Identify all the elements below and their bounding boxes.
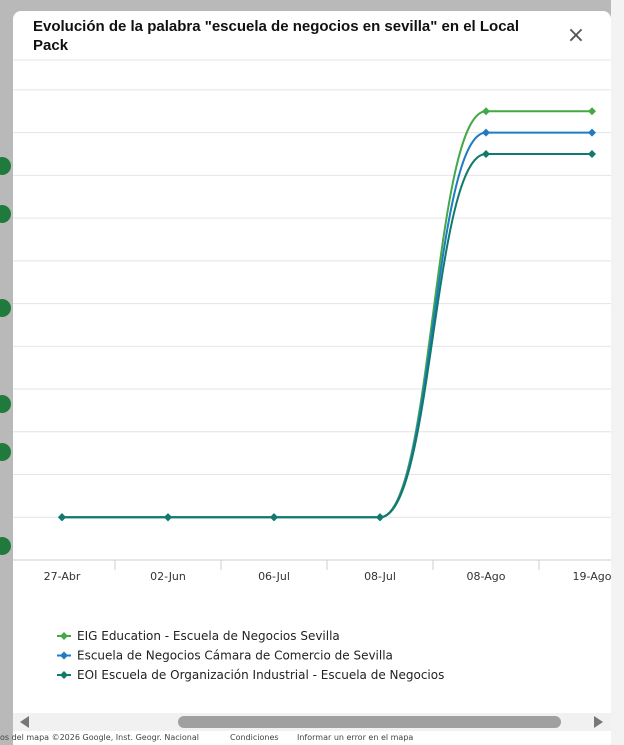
point [164, 513, 172, 522]
side-panel [611, 0, 624, 745]
point [482, 128, 490, 137]
scroll-right[interactable] [594, 716, 603, 728]
x-tick-label: 08-Ago [467, 570, 506, 583]
point [588, 150, 596, 159]
close-button[interactable]: × [567, 23, 585, 48]
scroll-thumb[interactable] [178, 716, 561, 728]
x-tick-label: 06-Jul [258, 570, 290, 583]
map-pin [0, 395, 11, 413]
map-pin [0, 205, 11, 223]
point [482, 150, 490, 159]
map-pin [0, 443, 11, 461]
point [588, 128, 596, 137]
chart: 27-Abr 02-Jun 06-Jul 08-Jul 08-Ago 19-Ago [13, 59, 612, 583]
dialog-title: Evolución de la palabra "escuela de nego… [33, 18, 523, 54]
map-pin [0, 537, 11, 555]
map-attribution: os del mapa ©2026 Google, Inst. Geogr. N… [0, 733, 199, 742]
point [376, 513, 384, 522]
dialog-title-line: Pack [33, 37, 69, 54]
dialog [13, 11, 611, 745]
x-tick-label: 27-Abr [44, 570, 81, 583]
scroll-left[interactable] [20, 716, 29, 728]
x-tick-label: 19-Ago [573, 570, 612, 583]
legend-label: EOI Escuela de Organización Industrial -… [77, 668, 444, 682]
legend-marker [60, 671, 68, 679]
map-pin [0, 299, 11, 317]
dialog-title-line: Evolución de la palabra "escuela de nego… [33, 18, 519, 35]
point [482, 107, 490, 116]
legend-label: Escuela de Negocios Cámara de Comercio d… [77, 649, 393, 663]
legend-marker [60, 632, 68, 640]
x-tick-label: 02-Jun [150, 570, 186, 583]
point [270, 513, 278, 522]
map-report[interactable]: Informar un error en el mapa [297, 733, 413, 742]
x-tick-label: 08-Jul [364, 570, 396, 583]
legend-label: EIG Education - Escuela de Negocios Sevi… [77, 629, 340, 643]
map-terms[interactable]: Condiciones [230, 733, 279, 742]
map-pin [0, 157, 11, 175]
point [588, 107, 596, 116]
legend-marker [60, 651, 68, 660]
point [58, 513, 66, 522]
